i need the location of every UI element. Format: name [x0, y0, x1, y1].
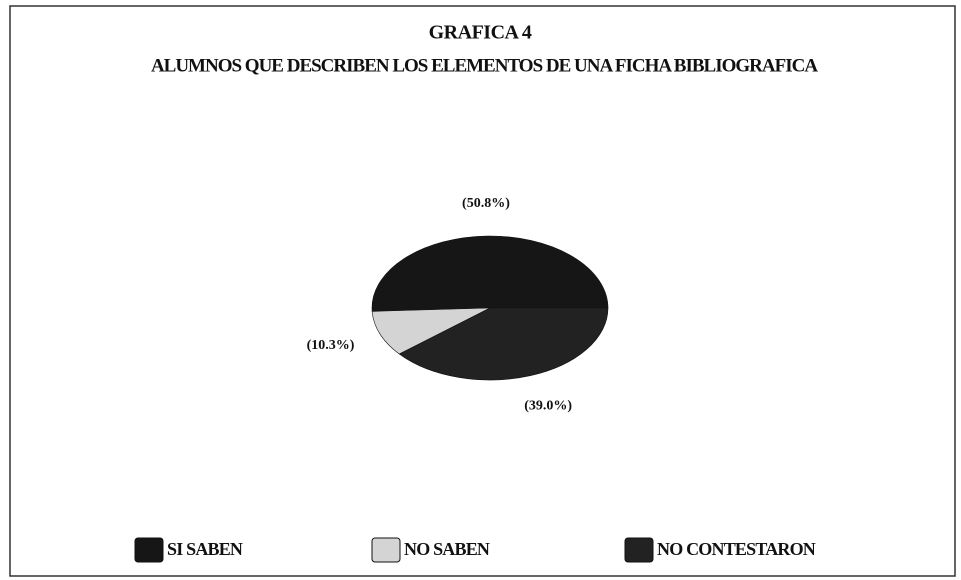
legend-swatch — [371, 537, 401, 563]
data-label: (50.8%) — [462, 196, 510, 211]
legend-label: SI SABEN — [167, 539, 243, 559]
chart-title: GRAFICA 4 — [429, 22, 532, 44]
data-label: (39.0%) — [524, 398, 572, 413]
frame — [9, 5, 956, 577]
legend-label: NO CONTESTARON — [657, 539, 816, 559]
data-label: (10.3%) — [307, 338, 355, 353]
legend-swatch — [624, 537, 654, 563]
pie-slice — [398, 307, 609, 381]
pie-slice — [371, 235, 609, 312]
legend-label: NO SABEN — [404, 539, 490, 559]
pie-slice — [371, 307, 491, 355]
chart-subtitle: ALUMNOS QUE DESCRIBEN LOS ELEMENTOS DE U… — [151, 55, 818, 76]
legend-swatch — [134, 537, 164, 563]
